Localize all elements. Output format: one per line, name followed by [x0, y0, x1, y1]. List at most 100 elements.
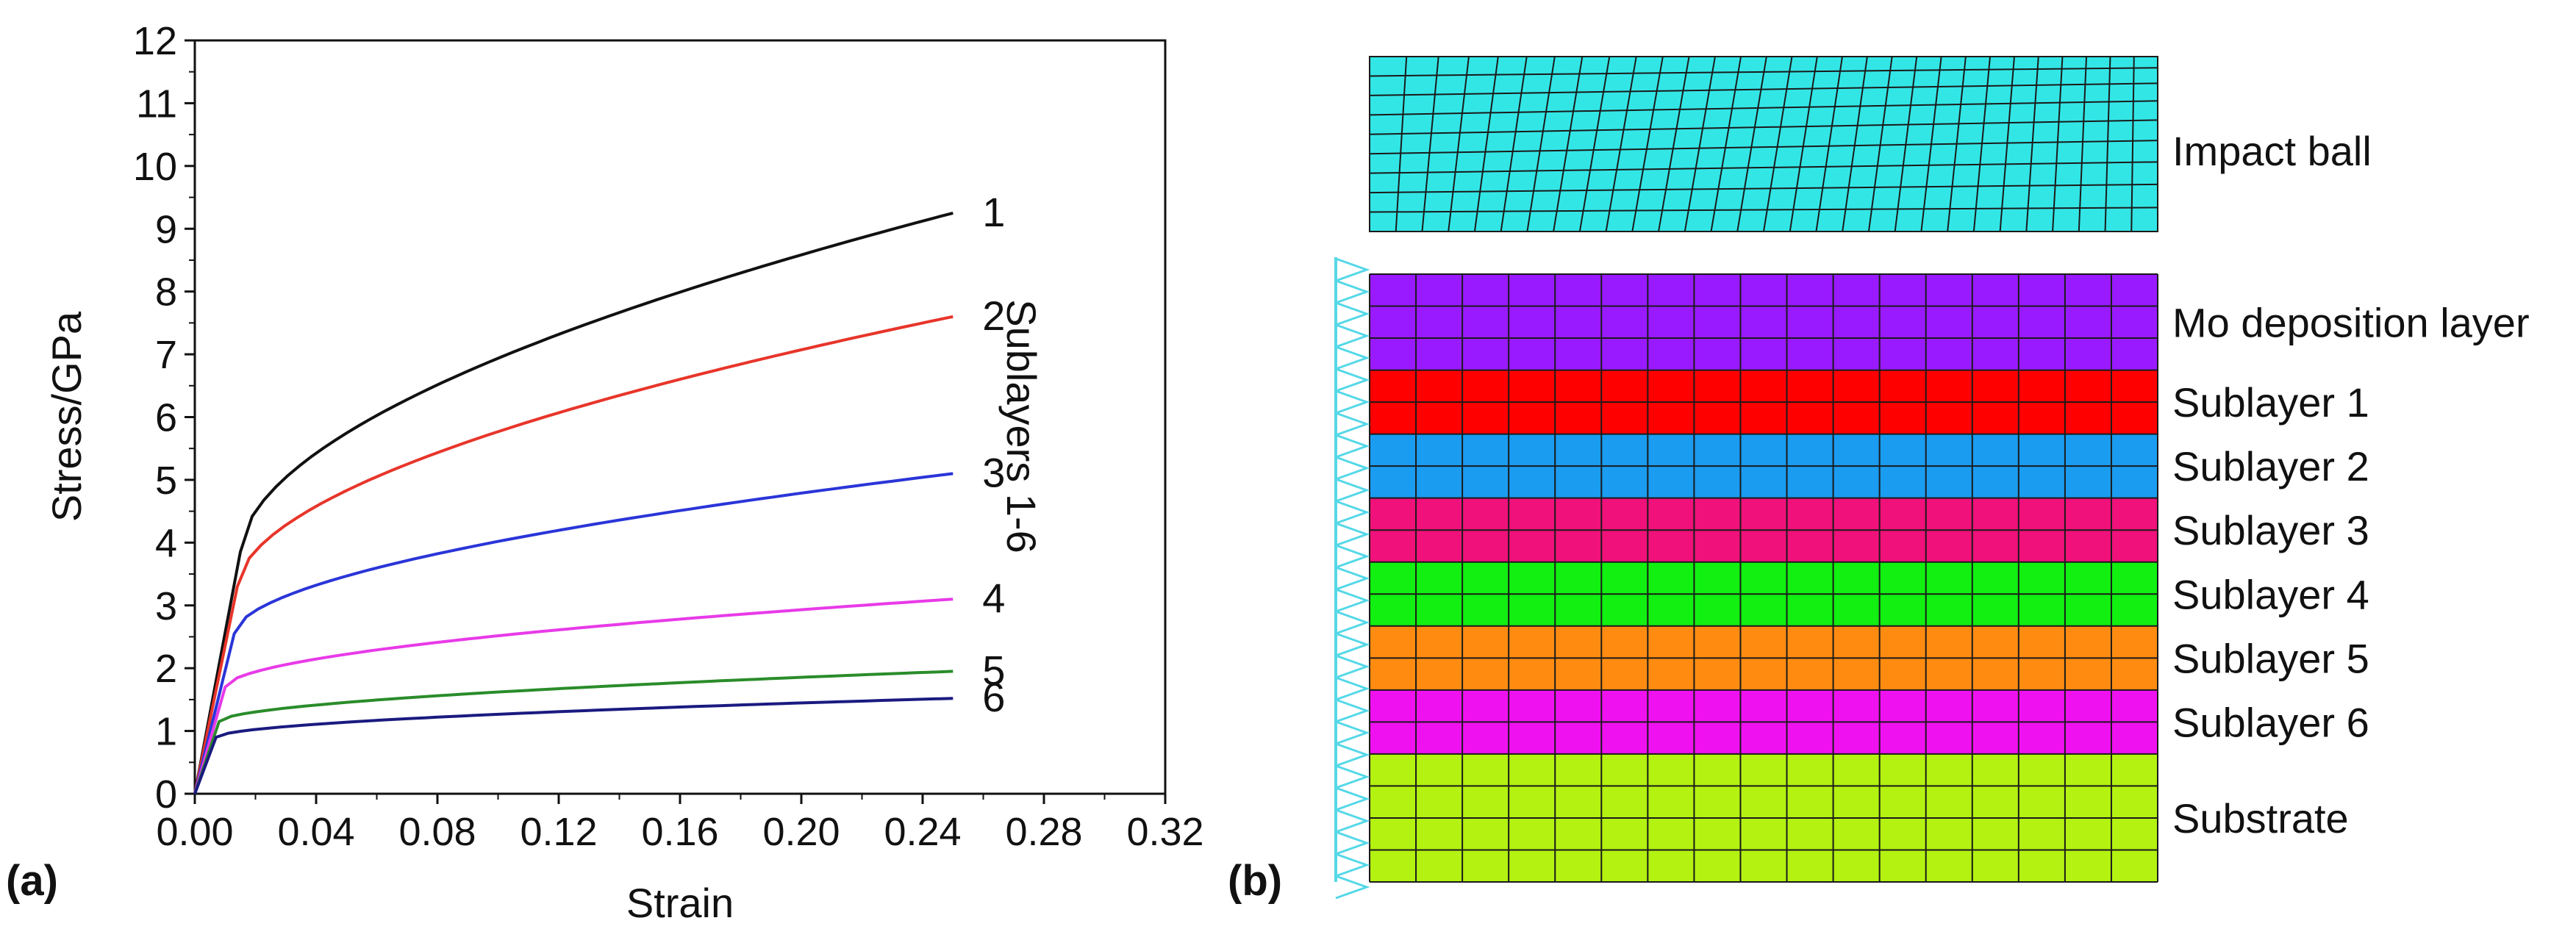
ball-mesh-line: [1631, 56, 1664, 232]
x-tick-label: 0.08: [398, 810, 476, 854]
constraint-triangle: [1335, 478, 1370, 503]
ball-mesh-line: [1369, 140, 2158, 155]
constraint-triangle: [1335, 257, 1370, 282]
impact-ball-mesh: Impact ball: [1369, 56, 2372, 232]
constraint-triangle: [1335, 786, 1370, 811]
constraint-triangle: [1335, 764, 1370, 789]
y-tick-label: 1: [155, 710, 177, 754]
layer-label-sub: Substrate: [2172, 795, 2349, 842]
ball-mesh-line: [1421, 56, 1439, 232]
impact-ball-outline: [1369, 56, 2158, 232]
x-tick-label: 0.32: [1126, 810, 1203, 854]
constraint-triangle: [1335, 610, 1370, 635]
panel-a-label: (a): [6, 857, 58, 905]
ball-mesh-line: [1947, 56, 1967, 232]
y-tick-label: 9: [155, 207, 177, 251]
curve-sublayer-6: [193, 697, 954, 794]
curve-label-3: 3: [982, 449, 1005, 495]
ball-mesh-line: [2078, 56, 2088, 232]
constraint-triangle: [1335, 632, 1370, 657]
constraint-triangle: [1335, 434, 1370, 459]
constraint-triangle: [1335, 301, 1370, 326]
impact-ball-label: Impact ball: [2172, 128, 2372, 174]
layer-label-s3: Sublayer 3: [2172, 507, 2369, 553]
y-axis-label: Stress/GPa: [43, 311, 90, 522]
sublayers-label: Sublayers 1-6: [998, 299, 1045, 553]
layer-label-s4: Sublayer 4: [2172, 571, 2369, 617]
constraint-triangle: [1335, 676, 1370, 701]
x-tick-label: 0.04: [277, 810, 354, 854]
constraint-triangle: [1335, 853, 1370, 878]
y-tick-label: 2: [155, 647, 177, 691]
constraint-triangle: [1335, 698, 1370, 723]
constraint-triangle: [1335, 654, 1370, 679]
panel-b-label: (b): [1228, 857, 1282, 905]
constraint-triangle: [1335, 588, 1370, 613]
ball-mesh-line: [1395, 56, 1408, 232]
layer-label-s2: Sublayer 2: [2172, 443, 2369, 489]
constraint-triangle: [1335, 412, 1370, 437]
y-tick-label: 10: [133, 145, 177, 189]
ball-mesh-line: [1369, 100, 2158, 116]
ball-mesh-line: [1500, 56, 1528, 232]
layer-label-s6: Sublayer 6: [2172, 699, 2369, 745]
y-tick-label: 7: [155, 333, 177, 377]
curve-label-6: 6: [982, 674, 1005, 720]
curve-sublayer-4: [193, 598, 954, 794]
constraint-triangle: [1335, 544, 1370, 569]
constraint-triangle: [1335, 875, 1370, 900]
layer-mo: [1370, 274, 2158, 370]
y-tick-label: 6: [155, 396, 177, 440]
constraint-triangle: [1335, 323, 1370, 348]
y-tick-label: 5: [155, 459, 177, 503]
curve-sublayer-2: [193, 315, 954, 794]
ball-mesh-line: [1867, 56, 1893, 232]
x-tick-label: 0.20: [762, 810, 840, 854]
y-tick-label: 4: [155, 521, 177, 565]
ball-mesh-line: [1972, 56, 1991, 232]
ball-mesh-line: [1578, 56, 1611, 232]
x-axis-label: Strain: [626, 880, 734, 926]
impact-ball-body: [1370, 57, 2158, 232]
ball-mesh-line: [1710, 56, 1742, 232]
curve-label-5: 5: [982, 647, 1005, 693]
ball-mesh-line: [2052, 56, 2064, 232]
constraint-triangle: [1335, 367, 1370, 392]
layer-labels: Mo deposition layer Sublayer 1 Sublayer 2 S…: [2172, 299, 2530, 842]
ball-mesh-line: [1763, 56, 1793, 232]
constraint-triangle: [1335, 742, 1370, 767]
curve-sublayer-3: [193, 472, 954, 794]
constraint-triangle: [1335, 522, 1370, 547]
ball-mesh-line: [1473, 56, 1499, 232]
constraint-triangle: [1335, 566, 1370, 591]
curve-sublayer-1: [193, 211, 954, 794]
ball-mesh-line: [2130, 56, 2135, 232]
constraint-triangle: [1335, 345, 1370, 370]
ball-mesh-line: [1553, 56, 1584, 232]
y-tick-label: 8: [155, 270, 177, 315]
ball-mesh-line: [1736, 56, 1767, 232]
stress-strain-curves: 1 2 3 4 56: [193, 189, 1005, 794]
ball-mesh-line: [1369, 161, 2158, 174]
constraint-triangle: [1335, 720, 1370, 745]
constraint-triangle: [1335, 456, 1370, 481]
y-tick-label: 0: [155, 772, 177, 817]
ball-mesh-line: [2104, 56, 2111, 232]
x-tick-label: 0.28: [1005, 810, 1082, 854]
ball-mesh-line: [1369, 119, 2158, 135]
curve-label-4: 4: [982, 575, 1005, 621]
panel-b-fem-model: Impact ball Mo deposition layer Sublayer …: [1228, 56, 2530, 905]
constraint-triangle: [1335, 390, 1370, 415]
y-tick-label: 11: [136, 82, 177, 126]
y-tick-label: 12: [133, 19, 177, 63]
layer-label-s1: Sublayer 1: [2172, 379, 2369, 426]
constraint-triangle: [1335, 279, 1370, 304]
curve-sublayer-5: [193, 670, 954, 794]
ball-mesh-line: [1815, 56, 1843, 232]
x-tick-label: 0.16: [641, 810, 718, 854]
ball-mesh-line: [1658, 56, 1690, 232]
x-axis: 0.00 0.04 0.08 0.12 0.16 0.20 0.24 0.28 0.32: [156, 794, 1204, 854]
curve-label-2: 2: [982, 293, 1005, 339]
